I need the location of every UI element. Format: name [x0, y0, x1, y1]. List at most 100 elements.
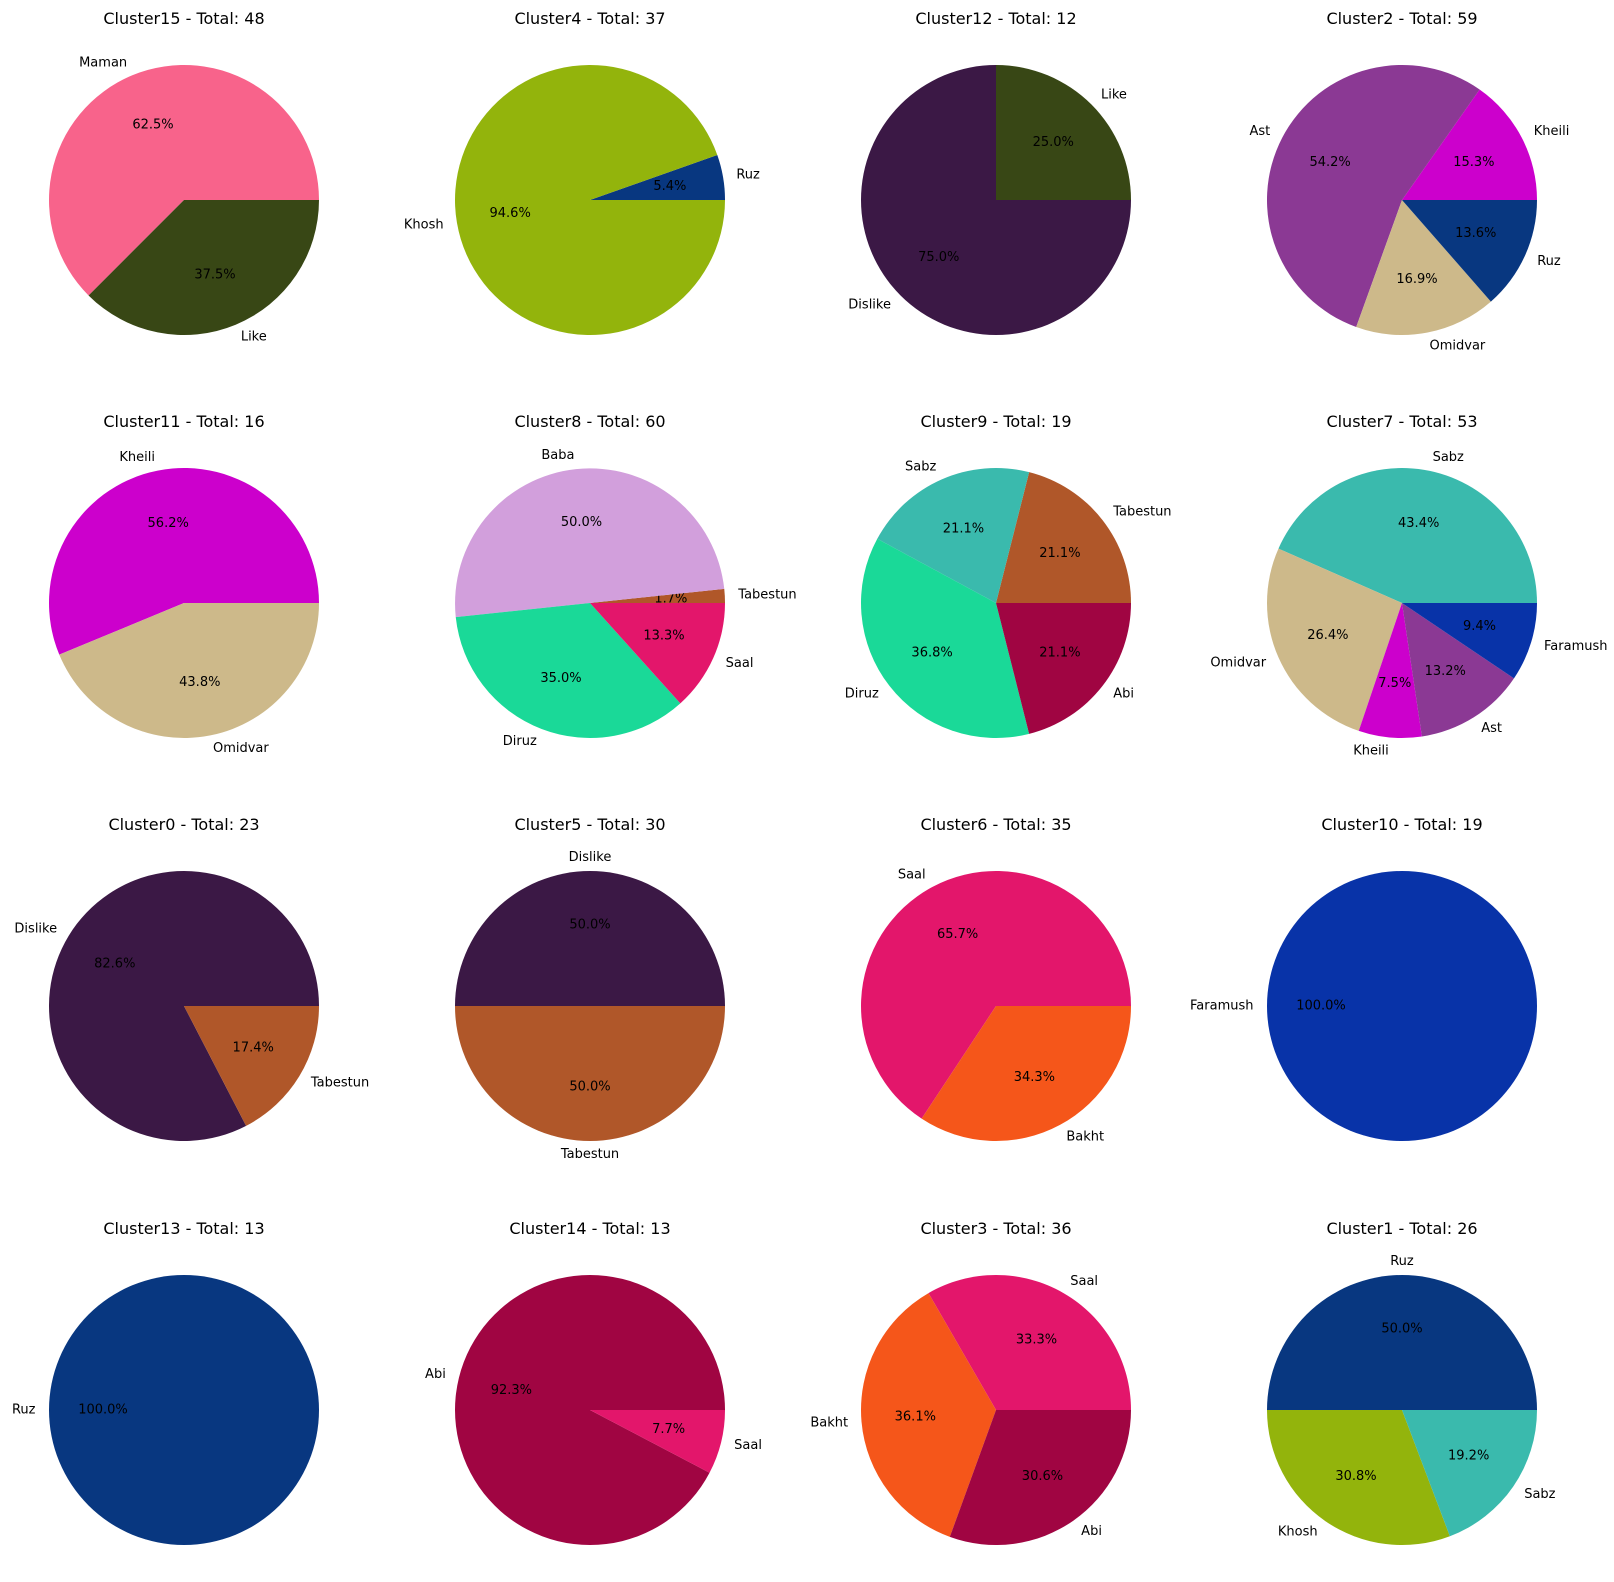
- slice-label-abi: Abi: [1113, 687, 1134, 702]
- slice-percent-bakht: 36.1%: [895, 1410, 936, 1425]
- chart-title: Cluster7 - Total: 53: [1326, 412, 1477, 431]
- slice-label-faramush: Faramush: [1190, 999, 1253, 1014]
- slice-label-tabestun: Tabestun: [737, 588, 796, 603]
- slice-label-sabz: Sabz: [905, 460, 936, 475]
- slice-percent-diruz: 35.0%: [540, 671, 581, 686]
- pie-chart-cluster1: Cluster1 - Total: 26 Ruz 50.0% Khosh 30.8% Sa…: [1267, 1219, 1556, 1546]
- slice-label-maman: Maman: [79, 55, 127, 70]
- slice-khosh: [1267, 1410, 1450, 1546]
- slice-percent-ruz: 100.0%: [78, 1403, 128, 1418]
- slice-percent-sabz: 19.2%: [1448, 1449, 1489, 1464]
- slice-percent-khosh: 30.8%: [1335, 1469, 1376, 1484]
- slice-label-ruz: Ruz: [736, 167, 760, 182]
- slice-kheili: [1402, 89, 1538, 200]
- slice-percent-tabestun: 50.0%: [569, 1080, 610, 1095]
- slice-label-bakht: Bakht: [810, 1415, 848, 1430]
- slice-label-like: Like: [1101, 87, 1127, 102]
- slice-percent-saal: 33.3%: [1016, 1332, 1057, 1347]
- slice-saal: [590, 603, 725, 704]
- slice-label-kheili: Kheili: [1353, 743, 1389, 758]
- slice-bakht: [861, 1293, 996, 1537]
- slice-kheili: [1358, 603, 1422, 739]
- slice-percent-bakht: 34.3%: [1014, 1070, 1055, 1085]
- slice-label-kheili: Kheili: [119, 450, 155, 465]
- chart-title: Cluster13 - Total: 13: [103, 1219, 264, 1238]
- slice-percent-kheili: 15.3%: [1453, 155, 1494, 170]
- chart-title: Cluster2 - Total: 59: [1326, 9, 1477, 28]
- slice-percent-tabestun: 17.4%: [233, 1041, 274, 1056]
- chart-title: Cluster12 - Total: 12: [915, 9, 1076, 28]
- slice-tabestun: [455, 1006, 725, 1141]
- slice-percent-dislike: 50.0%: [569, 918, 610, 933]
- slice-tabestun: [590, 588, 725, 603]
- slice-percent-saal: 65.7%: [937, 927, 978, 942]
- slice-saal: [590, 1410, 725, 1473]
- chart-title: Cluster11 - Total: 16: [103, 412, 264, 431]
- slice-ruz: [590, 155, 726, 200]
- pie-chart-cluster2: Cluster2 - Total: 59 Kheili 15.3% Ast 54.2% O…: [1249, 9, 1569, 353]
- slice-diruz: [455, 603, 681, 738]
- slice-label-diruz: Diruz: [503, 734, 537, 749]
- chart-title: Cluster6 - Total: 35: [920, 815, 1071, 834]
- slice-label-omidvar: Omidvar: [213, 741, 269, 756]
- slice-like: [88, 200, 319, 336]
- slice-percent-ruz: 5.4%: [653, 179, 686, 194]
- slice-ruz: [1267, 1275, 1537, 1410]
- slice-label-tabestun: Tabestun: [560, 1147, 619, 1162]
- slice-kheili: [48, 467, 320, 655]
- slice-percent-ast: 13.2%: [1425, 664, 1466, 679]
- slice-sabz: [1402, 1410, 1537, 1537]
- pie-chart-cluster12: Cluster12 - Total: 12 Like 25.0% Dislike 75.…: [848, 9, 1131, 335]
- slice-saal: [928, 1275, 1131, 1410]
- slice-label-ast: Ast: [1481, 721, 1502, 736]
- chart-title: Cluster4 - Total: 37: [514, 9, 665, 28]
- slice-label-abi: Abi: [1081, 1524, 1102, 1539]
- slice-label-khosh: Khosh: [404, 218, 444, 233]
- slice-percent-saal: 7.7%: [652, 1422, 685, 1437]
- slice-ast: [1402, 603, 1514, 737]
- slice-percent-ast: 54.2%: [1309, 155, 1350, 170]
- slice-dislike: [48, 870, 319, 1141]
- slice-label-saal: Saal: [726, 656, 754, 671]
- slice-percent-abi: 92.3%: [491, 1383, 532, 1398]
- slice-ruz: [49, 1275, 319, 1545]
- slice-tabestun: [996, 472, 1131, 603]
- chart-title: Cluster8 - Total: 60: [514, 412, 665, 431]
- slice-faramush: [1267, 871, 1537, 1141]
- slice-label-tabestun: Tabestun: [310, 1076, 369, 1091]
- slice-label-bakht: Bakht: [1066, 1129, 1104, 1144]
- slice-tabestun: [184, 1006, 319, 1126]
- slice-percent-baba: 50.0%: [561, 515, 602, 530]
- slice-label-baba: Baba: [541, 448, 574, 463]
- slice-omidvar: [1267, 548, 1402, 731]
- pie-chart-cluster10: Cluster10 - Total: 19 Faramush 100.0%: [1190, 815, 1537, 1141]
- slice-baba: [455, 468, 725, 618]
- pie-chart-cluster15: Cluster15 - Total: 48 Maman 62.5% Like 37.5%: [48, 9, 320, 345]
- slice-label-abi: Abi: [425, 1367, 446, 1382]
- chart-title: Cluster5 - Total: 30: [514, 815, 665, 834]
- slice-percent-diruz: 36.8%: [911, 645, 952, 660]
- slice-label-dislike: Dislike: [569, 850, 612, 865]
- slice-label-ruz: Ruz: [1390, 1254, 1414, 1269]
- slice-label-diruz: Diruz: [845, 687, 879, 702]
- chart-title: Cluster3 - Total: 36: [920, 1219, 1071, 1238]
- slice-label-like: Like: [241, 330, 267, 345]
- slice-like: [996, 65, 1131, 200]
- pie-chart-cluster6: Cluster6 - Total: 35 Saal 65.7% Bakht 34.3%: [861, 815, 1131, 1144]
- slice-percent-tabestun: 21.1%: [1039, 546, 1080, 561]
- slice-label-ruz: Ruz: [12, 1403, 36, 1418]
- slice-label-sabz: Sabz: [1524, 1487, 1555, 1502]
- slice-percent-khosh: 94.6%: [490, 206, 531, 221]
- slice-label-omidvar: Omidvar: [1430, 338, 1486, 353]
- slice-label-saal: Saal: [1070, 1274, 1098, 1289]
- chart-title: Cluster10 - Total: 19: [1321, 815, 1482, 834]
- slice-label-khosh: Khosh: [1278, 1525, 1318, 1540]
- slice-label-dislike: Dislike: [14, 921, 57, 936]
- pie-chart-cluster0: Cluster0 - Total: 23 Dislike 82.6% Tabestun…: [14, 815, 369, 1141]
- slice-maman: [48, 65, 320, 296]
- slice-omidvar: [1356, 200, 1491, 335]
- chart-title: Cluster15 - Total: 48: [103, 9, 264, 28]
- pie-chart-cluster7: Cluster7 - Total: 53 Sabz 43.4% Omidvar 26.4…: [1210, 412, 1607, 758]
- slice-faramush: [1402, 603, 1537, 679]
